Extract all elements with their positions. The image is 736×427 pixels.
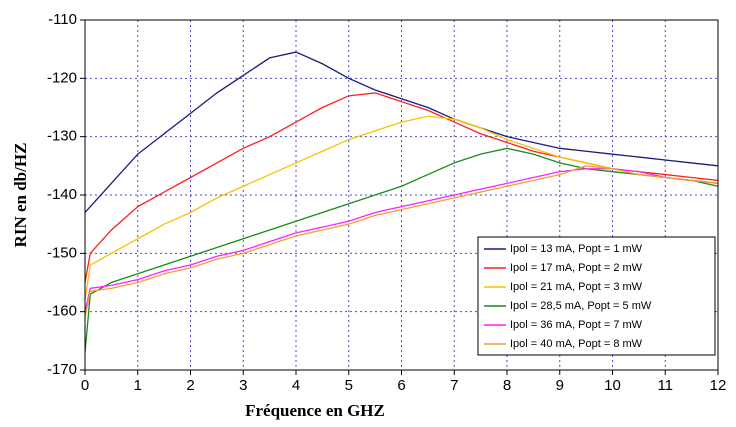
x-tick-label: 8 bbox=[503, 377, 511, 394]
x-tick-label: 1 bbox=[134, 377, 142, 394]
x-tick-label: 9 bbox=[556, 377, 564, 394]
x-tick-label: 6 bbox=[397, 377, 405, 394]
legend-label: Ipol = 36 mA, Popt = 7 mW bbox=[510, 319, 643, 331]
y-tick-label: -120 bbox=[47, 69, 77, 86]
x-tick-label: 10 bbox=[604, 377, 621, 394]
legend-label: Ipol = 21 mA, Popt = 3 mW bbox=[510, 281, 643, 293]
x-tick-label: 0 bbox=[81, 377, 89, 394]
x-tick-label: 3 bbox=[239, 377, 247, 394]
legend-box bbox=[477, 236, 716, 356]
y-tick-label: -140 bbox=[47, 186, 77, 203]
series-line bbox=[84, 147, 719, 353]
x-tick-label: 2 bbox=[186, 377, 194, 394]
x-tick-label: 4 bbox=[292, 377, 300, 394]
series-line bbox=[84, 51, 719, 213]
y-axis-title: RIN en db/HZ bbox=[11, 143, 30, 248]
legend-label: Ipol = 17 mA, Popt = 2 mW bbox=[510, 262, 643, 274]
y-tick-label: -130 bbox=[47, 128, 77, 145]
y-tick-label: -110 bbox=[48, 11, 77, 28]
x-axis-title: Fréquence en GHZ bbox=[245, 401, 385, 420]
plot-frame bbox=[84, 19, 719, 371]
legend-label: Ipol = 40 mA, Popt = 8 mW bbox=[510, 338, 643, 350]
legend: Ipol = 13 mA, Popt = 1 mW Ipol = 17 mA, P… bbox=[477, 236, 716, 356]
y-tick-label: -160 bbox=[47, 303, 77, 320]
legend-label: Ipol = 13 mA, Popt = 1 mW bbox=[510, 243, 643, 255]
x-tick-label: 11 bbox=[657, 377, 673, 394]
y-tick-label: -150 bbox=[47, 244, 77, 261]
legend-label: Ipol = 28,5 mA, Popt = 5 mW bbox=[510, 300, 652, 312]
series-line bbox=[84, 165, 719, 318]
x-tick-label: 12 bbox=[710, 377, 727, 394]
x-tick-label: 5 bbox=[345, 377, 353, 394]
y-tick-label: -170 bbox=[47, 361, 77, 378]
x-tick-label: 7 bbox=[450, 377, 458, 394]
